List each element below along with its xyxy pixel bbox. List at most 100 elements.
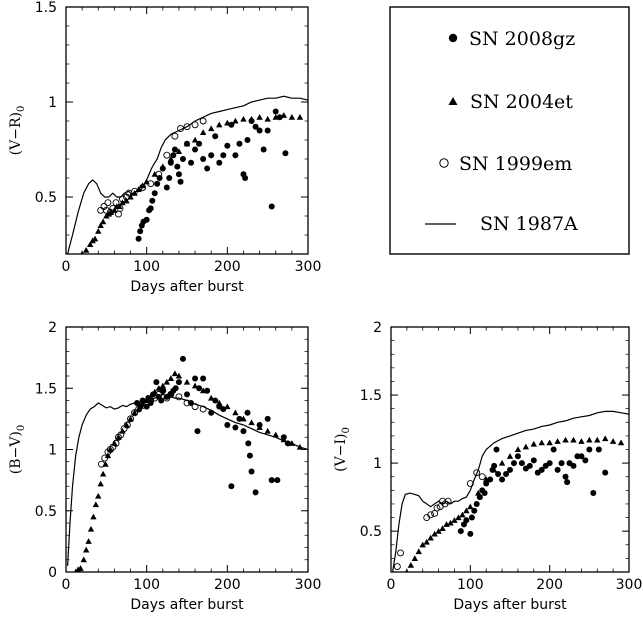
point-sn-2004et	[232, 409, 239, 416]
point-sn-2008gz	[491, 462, 498, 469]
point-sn-2008gz	[546, 460, 553, 467]
point-sn-2004et	[463, 507, 470, 514]
point-sn-1999em	[159, 387, 167, 395]
point-sn-1999em	[101, 454, 109, 462]
point-sn-1999em	[116, 204, 124, 212]
point-sn-2008gz	[471, 507, 478, 514]
point-sn-2004et	[99, 470, 107, 477]
x-tick-label-v-i: 100	[457, 577, 484, 593]
point-sn-2008gz	[177, 178, 184, 185]
point-sn-2004et	[411, 555, 418, 561]
point-sn-2004et	[191, 136, 199, 143]
point-sn-2008gz	[240, 428, 247, 435]
y-tick-label-v-r: 1	[48, 95, 57, 111]
point-sn-1999em	[473, 469, 481, 477]
point-sn-2004et	[208, 125, 215, 132]
point-sn-2004et	[159, 382, 166, 389]
data-v-i	[392, 410, 629, 572]
point-sn-2008gz	[526, 462, 533, 469]
point-sn-1999em	[135, 405, 143, 413]
point-sn-2008gz	[232, 152, 239, 159]
point-sn-2008gz	[268, 203, 275, 210]
point-sn-1999em	[433, 504, 441, 512]
point-sn-2008gz	[232, 424, 239, 431]
point-sn-2008gz	[166, 175, 173, 181]
point-sn-1999em	[104, 199, 112, 207]
legend-frame	[389, 6, 630, 255]
point-sn-2008gz	[236, 140, 243, 147]
point-sn-2008gz	[174, 163, 181, 170]
point-sn-2004et	[80, 250, 84, 254]
legend-marker-sn-1999em	[439, 158, 449, 168]
point-sn-2004et	[248, 115, 255, 122]
point-sn-2008gz	[260, 146, 267, 153]
point-sn-2004et	[256, 114, 263, 120]
x-tick-label-b-v: 0	[62, 577, 71, 593]
point-sn-2004et	[183, 140, 191, 147]
point-sn-1999em	[397, 549, 404, 557]
y-tick-label-v-r: 1.5	[35, 0, 57, 16]
point-sn-2008gz	[268, 477, 275, 484]
point-sn-2004et	[232, 117, 239, 124]
point-sn-2008gz	[220, 152, 227, 159]
point-sn-2004et	[191, 382, 199, 389]
point-sn-2004et	[407, 561, 415, 568]
point-sn-2008gz	[170, 152, 177, 159]
point-sn-2008gz	[256, 127, 263, 134]
point-sn-2004et	[208, 394, 215, 401]
point-sn-2008gz	[208, 152, 215, 159]
point-sn-2004et	[82, 247, 90, 253]
point-sn-1999em	[199, 117, 207, 125]
point-sn-2004et	[123, 197, 130, 204]
point-sn-2008gz	[220, 406, 227, 413]
point-sn-2004et	[199, 129, 207, 135]
point-sn-2008gz	[550, 446, 557, 453]
point-sn-2004et	[578, 438, 585, 444]
point-sn-2004et	[423, 538, 430, 545]
point-sn-2008gz	[151, 190, 158, 197]
point-sn-2008gz	[282, 150, 289, 157]
point-sn-1999em	[104, 448, 112, 456]
point-sn-2004et	[131, 409, 138, 416]
plot-frame-v-i	[390, 326, 630, 573]
panel-b-v: 0 100 200 300 0 0.5 1 1.5 2 Days after burst (B−V)…	[8, 320, 321, 613]
point-sn-1999em	[393, 563, 401, 571]
point-sn-2008gz	[586, 446, 593, 453]
point-sn-2004et	[171, 370, 179, 377]
point-sn-2008gz	[457, 528, 464, 535]
data-b-v	[67, 355, 308, 572]
point-sn-2008gz	[274, 477, 281, 484]
point-sn-1999em	[123, 193, 130, 201]
point-sn-2008gz	[135, 235, 142, 242]
point-sn-2004et	[264, 427, 271, 434]
point-sn-2008gz	[143, 216, 150, 223]
point-sn-2008gz	[481, 490, 488, 497]
point-sn-1999em	[106, 446, 114, 453]
point-sn-2008gz	[224, 422, 231, 428]
point-sn-2004et	[163, 378, 171, 385]
legend-marker-sn-2008gz	[448, 33, 458, 43]
point-sn-2004et	[467, 503, 474, 510]
point-sn-2008gz	[264, 415, 271, 422]
point-sn-2004et	[199, 387, 207, 394]
point-sn-2008gz	[244, 409, 251, 416]
y-tick-label-b-v: 1.5	[35, 381, 57, 397]
point-sn-2004et	[483, 476, 490, 483]
point-sn-2008gz	[153, 379, 160, 386]
point-sn-1999em	[147, 180, 155, 188]
point-sn-2004et	[183, 378, 191, 385]
point-sn-2008gz	[510, 460, 517, 467]
y-tick-label-b-v: 0.5	[35, 504, 57, 520]
point-sn-2008gz	[196, 385, 203, 392]
panel-v-r: 0 100 200 300 0.5 1 1.5 Days after burst (V−R)0	[8, 0, 321, 295]
point-sn-2004et	[91, 235, 99, 242]
point-sn-2004et	[439, 525, 446, 532]
point-sn-2008gz	[554, 466, 561, 473]
point-sn-2008gz	[224, 142, 231, 149]
point-sn-2004et	[431, 530, 438, 537]
point-sn-1999em	[478, 473, 486, 481]
point-sn-2008gz	[272, 108, 279, 115]
point-sn-2008gz	[216, 159, 223, 166]
